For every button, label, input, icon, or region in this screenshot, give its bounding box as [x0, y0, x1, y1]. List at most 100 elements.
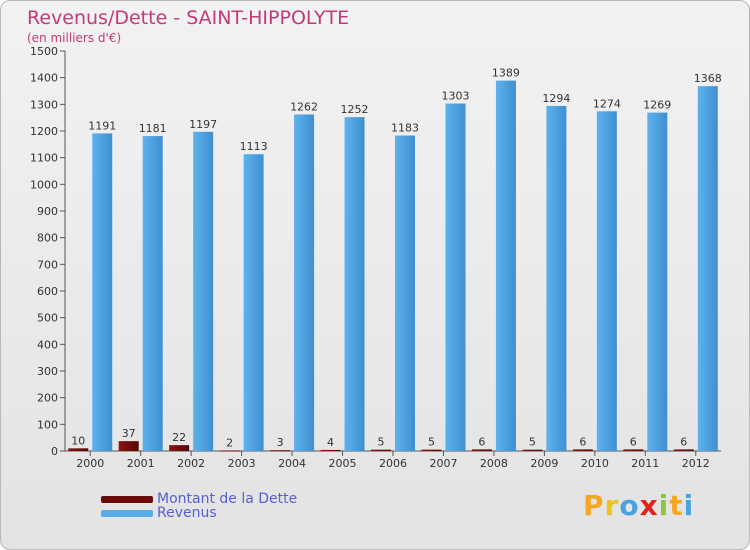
y-tick-label: 1500: [30, 45, 58, 58]
logo-letter: x: [639, 489, 659, 522]
data-label-dette: 6: [680, 435, 687, 448]
y-tick-label: 200: [37, 392, 58, 405]
y-tick-label: 600: [37, 285, 58, 298]
data-label-dette: 5: [428, 436, 435, 449]
x-tick-label: 2008: [480, 457, 508, 470]
bar-revenus: [546, 105, 567, 451]
bar-dette: [219, 450, 240, 452]
bar-revenus: [92, 133, 113, 451]
data-label-revenus: 1368: [694, 72, 722, 85]
bar-revenus: [445, 103, 466, 452]
bar-revenus: [344, 117, 365, 451]
x-tick-label: 2007: [429, 457, 457, 470]
bar-dette: [169, 445, 190, 451]
x-tick-label: 2009: [530, 457, 558, 470]
bar-revenus: [294, 114, 315, 451]
bars: [68, 80, 718, 452]
legend-item-dette: Montant de la Dette: [101, 491, 297, 507]
chart-title: Revenus/Dette - SAINT-HIPPOLYTE: [27, 7, 350, 29]
data-label-dette: 6: [478, 435, 485, 448]
x-tick-label: 2010: [581, 457, 609, 470]
y-tick-label: 300: [37, 365, 58, 378]
data-labels: 10 1191 37 1181 22 1197 2 1113 3 1262 4 1252 5 1183 5 1…: [71, 67, 722, 450]
data-label-revenus: 1197: [189, 118, 217, 131]
y-tick-label: 1200: [30, 125, 58, 138]
legend-swatch-revenus: [101, 509, 153, 517]
data-label-revenus: 1183: [391, 122, 419, 135]
x-tick-label: 2011: [631, 457, 659, 470]
legend-label-dette: Montant de la Dette: [157, 491, 298, 507]
x-tick-label: 2000: [76, 457, 104, 470]
y-tick-label: 1300: [30, 98, 58, 111]
data-label-revenus: 1274: [593, 97, 621, 110]
y-tick-label: 100: [37, 418, 58, 431]
bar-revenus: [243, 154, 264, 451]
data-label-revenus: 1191: [88, 119, 116, 132]
bar-dette: [371, 449, 391, 451]
data-label-revenus: 1389: [492, 67, 520, 80]
y-tick-label: 500: [37, 312, 58, 325]
logo-letter: i: [658, 489, 670, 522]
data-label-revenus: 1181: [139, 122, 167, 135]
logo-letter: t: [669, 489, 684, 522]
bar-dette: [270, 450, 291, 452]
logo-letter: r: [604, 489, 620, 522]
proxiti-logo: Proxiti: [583, 489, 694, 522]
x-tick-label: 2004: [278, 457, 306, 470]
data-label-dette: 6: [630, 435, 637, 448]
data-label-revenus: 1252: [341, 103, 369, 116]
data-label-dette: 6: [579, 435, 586, 448]
logo-letter: o: [619, 489, 640, 522]
legend-swatch-dette: [101, 495, 153, 503]
bar-dette: [623, 449, 644, 451]
y-tick-label: 900: [37, 205, 58, 218]
bar-revenus: [395, 135, 415, 452]
x-tick-label: 2005: [329, 457, 357, 470]
x-tick-label: 2012: [682, 457, 710, 470]
bar-revenus: [142, 136, 163, 452]
data-label-dette: 5: [378, 436, 385, 449]
bar-dette: [320, 449, 341, 451]
data-label-dette: 3: [277, 436, 284, 449]
y-tick-label: 1000: [30, 178, 58, 191]
data-label-revenus: 1303: [441, 90, 469, 103]
bar-revenus: [697, 86, 718, 451]
data-label-revenus: 1113: [240, 140, 268, 153]
bar-dette: [118, 441, 139, 451]
data-label-revenus: 1269: [643, 99, 671, 112]
chart-subtitle: (en milliers d'€): [27, 31, 122, 45]
x-tick-label: 2001: [127, 457, 155, 470]
bar-revenus: [596, 111, 617, 452]
logo-letter: P: [583, 489, 605, 522]
x-tick-label: 2006: [379, 457, 407, 470]
bar-dette: [572, 449, 593, 451]
y-tick-label: 0: [51, 445, 58, 458]
bar-revenus: [193, 131, 214, 452]
legend-label-revenus: Revenus: [157, 505, 217, 521]
logo-letter: i: [683, 489, 695, 522]
data-label-dette: 22: [172, 431, 186, 444]
bar-dette: [421, 449, 442, 451]
data-label-dette: 2: [226, 436, 233, 449]
data-label-dette: 10: [71, 434, 85, 447]
bar-revenus: [495, 80, 516, 451]
y-tick-label: 800: [37, 232, 58, 245]
y-tick-label: 1100: [30, 152, 58, 165]
data-label-dette: 4: [327, 436, 334, 449]
data-label-revenus: 1294: [542, 92, 570, 105]
x-tick-label: 2003: [228, 457, 256, 470]
bar-dette: [471, 449, 492, 451]
legend-item-revenus: Revenus: [101, 505, 217, 521]
bar-dette: [68, 448, 89, 451]
data-label-revenus: 1262: [290, 100, 318, 113]
y-tick-label: 400: [37, 338, 58, 351]
y-tick-label: 1400: [30, 72, 58, 85]
data-label-dette: 5: [529, 436, 536, 449]
bar-dette: [522, 449, 543, 451]
bar-dette: [673, 449, 694, 451]
x-tick-label: 2002: [177, 457, 205, 470]
data-label-dette: 37: [122, 427, 136, 440]
bar-revenus: [647, 112, 668, 451]
